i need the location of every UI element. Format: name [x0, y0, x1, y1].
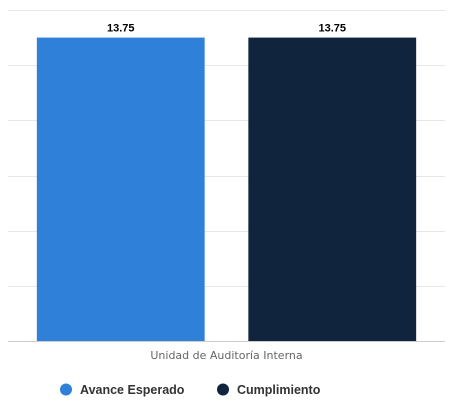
legend-label: Avance Esperado	[80, 383, 185, 397]
x-tick-label: Unidad de Auditoría Interna	[150, 349, 302, 362]
bars	[36, 37, 417, 341]
bar-cumplimiento	[248, 37, 417, 341]
bar-avance-esperado	[36, 37, 205, 341]
legend-marker	[60, 383, 72, 396]
legend: Avance Esperado Cumplimiento	[60, 383, 321, 397]
data-labels: 13.75 13.75	[107, 23, 346, 35]
legend-label: Cumplimiento	[237, 383, 321, 397]
legend-marker	[217, 383, 229, 396]
data-label: 13.75	[318, 23, 346, 35]
data-label: 13.75	[107, 23, 135, 35]
